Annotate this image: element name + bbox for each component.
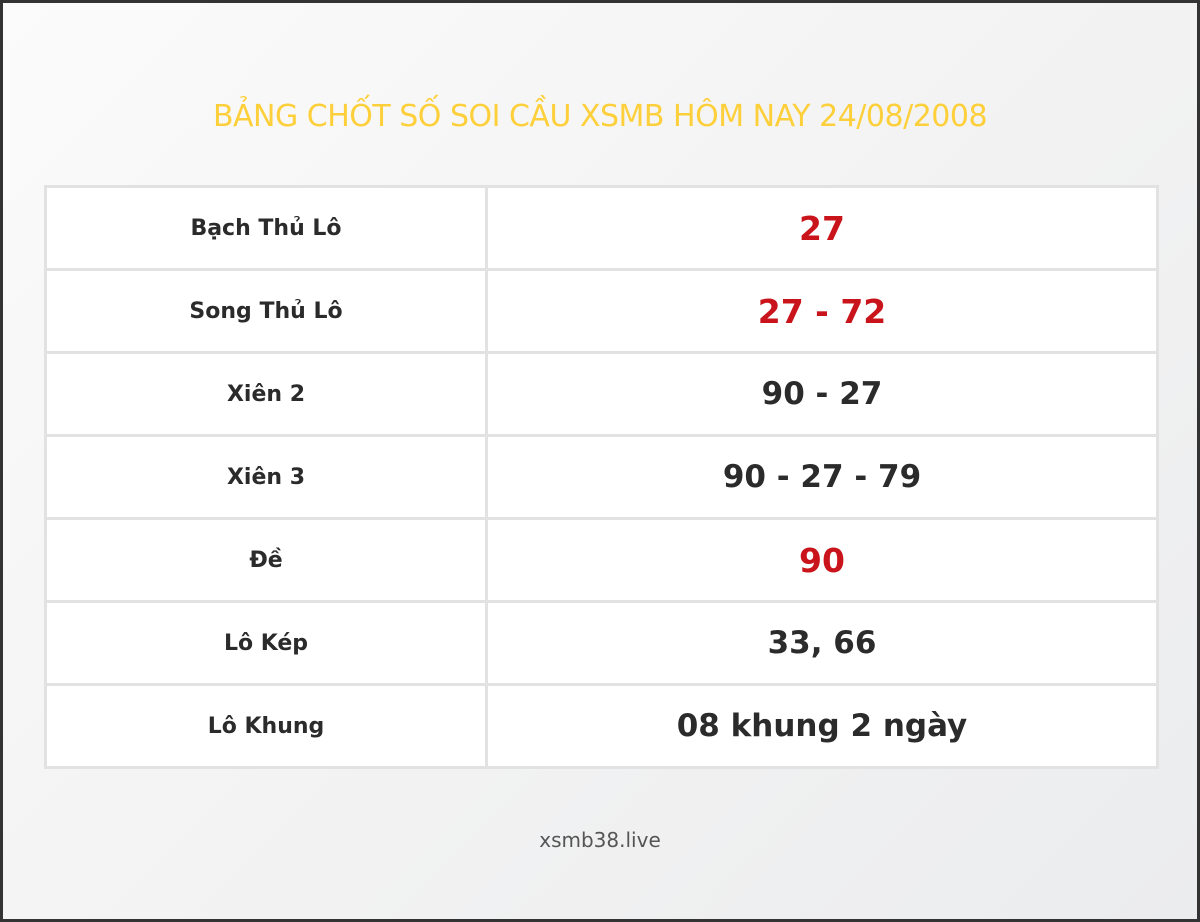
table-row: Lô Kép 33, 66 (44, 600, 1159, 686)
row-label: Bạch Thủ Lô (44, 185, 488, 271)
row-value: 90 - 27 - 79 (485, 434, 1159, 520)
table-row: Song Thủ Lô 27 - 72 (44, 268, 1159, 354)
row-value: 33, 66 (485, 600, 1159, 686)
row-label: Lô Kép (44, 600, 488, 686)
row-label: Đề (44, 517, 488, 603)
table-row: Đề 90 (44, 517, 1159, 603)
row-value: 90 - 27 (485, 351, 1159, 437)
row-label: Lô Khung (44, 683, 488, 769)
table-row: Bạch Thủ Lô 27 (44, 185, 1159, 271)
row-label: Xiên 3 (44, 434, 488, 520)
prediction-table: Bạch Thủ Lô 27 Song Thủ Lô 27 - 72 Xiên 2 90 … (44, 185, 1159, 769)
table-row: Xiên 2 90 - 27 (44, 351, 1159, 437)
row-label: Song Thủ Lô (44, 268, 488, 354)
page-title: BẢNG CHỐT SỐ SOI CẦU XSMB HÔM NAY 24/08/… (212, 99, 988, 134)
row-value: 27 (485, 185, 1159, 271)
table-row: Lô Khung 08 khung 2 ngày (44, 683, 1159, 769)
site-footer: xsmb38.live (539, 828, 661, 852)
row-value: 08 khung 2 ngày (485, 683, 1159, 769)
table-row: Xiên 3 90 - 27 - 79 (44, 434, 1159, 520)
row-value: 90 (485, 517, 1159, 603)
row-value: 27 - 72 (485, 268, 1159, 354)
row-label: Xiên 2 (44, 351, 488, 437)
